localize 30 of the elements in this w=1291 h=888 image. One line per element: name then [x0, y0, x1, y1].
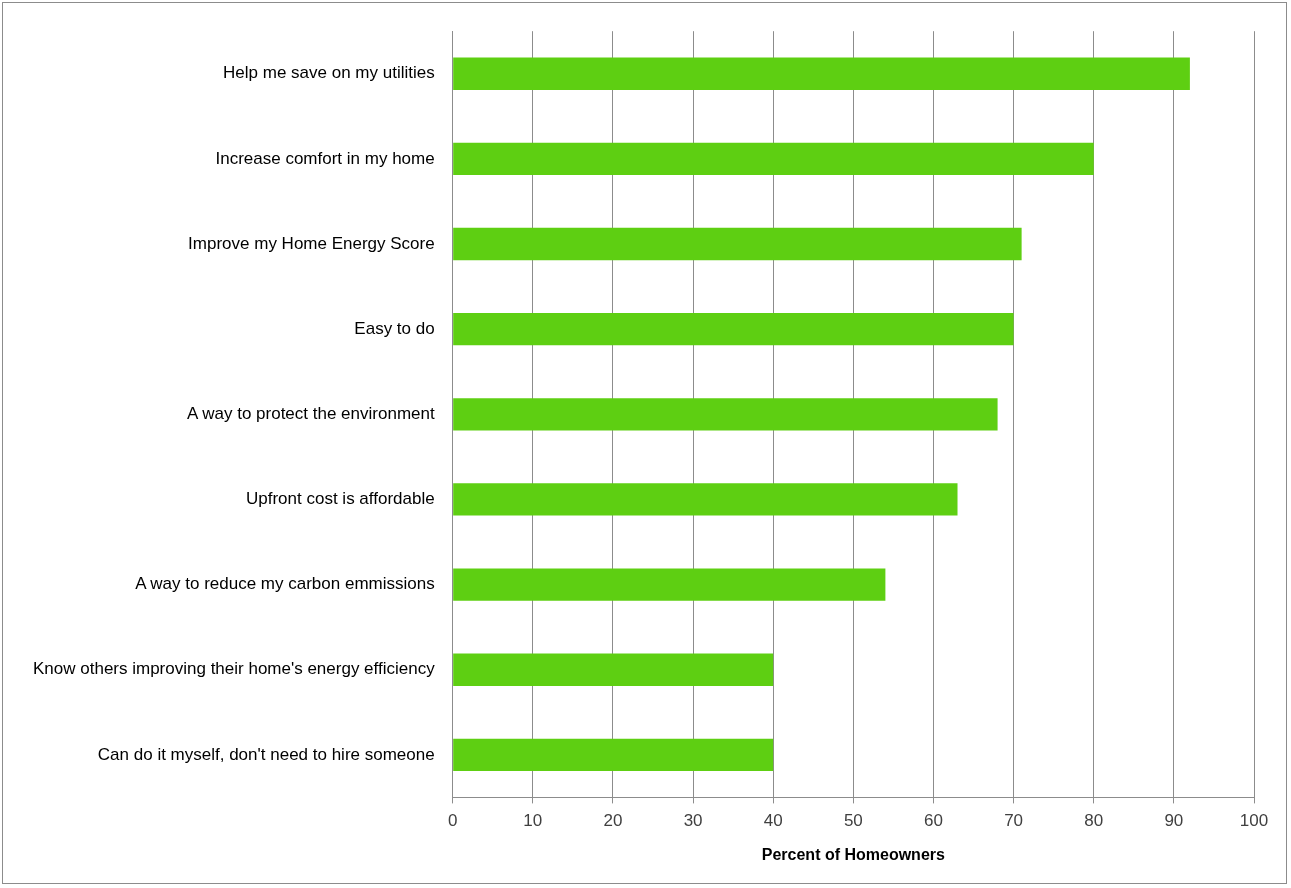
x-axis-title: Percent of Homeowners — [761, 845, 946, 863]
y-tick-label: A way to reduce my carbon emmissions — [135, 574, 435, 594]
bar — [453, 653, 774, 686]
y-tick-label: Know others improving their home's energy efficiency — [33, 659, 436, 679]
x-tick-label: 70 — [1004, 811, 1024, 831]
bar — [453, 483, 958, 516]
x-tick-label: 50 — [843, 811, 863, 831]
y-tick-label: Upfront cost is affordable — [246, 489, 435, 509]
bar — [453, 398, 998, 431]
bar — [453, 57, 1190, 90]
bar — [453, 568, 886, 601]
y-tick-label: Improve my Home Energy Score — [188, 233, 435, 253]
x-tick-label: 90 — [1164, 811, 1184, 831]
x-tick-label: 60 — [924, 811, 943, 831]
x-tick-label: 100 — [1239, 811, 1269, 831]
x-tick-label: 80 — [1084, 811, 1104, 831]
x-tick-label: 0 — [447, 811, 458, 831]
x-tick-label: 20 — [603, 811, 623, 831]
bar — [453, 142, 1094, 176]
x-tick-label: 10 — [523, 811, 543, 831]
y-tick-label: Increase comfort in my home — [215, 148, 435, 168]
y-tick-label: Can do it myself, don't need to hire someone — [97, 744, 435, 764]
bar — [453, 738, 774, 772]
y-tick-label: A way to protect the environment — [187, 403, 435, 423]
y-tick-label: Help me save on my utilities — [223, 63, 435, 83]
x-tick-label: 30 — [683, 811, 703, 831]
bar — [453, 312, 1014, 346]
bar — [453, 227, 1022, 261]
y-tick-label: Easy to do — [354, 318, 435, 338]
x-tick-label: 40 — [763, 811, 783, 831]
